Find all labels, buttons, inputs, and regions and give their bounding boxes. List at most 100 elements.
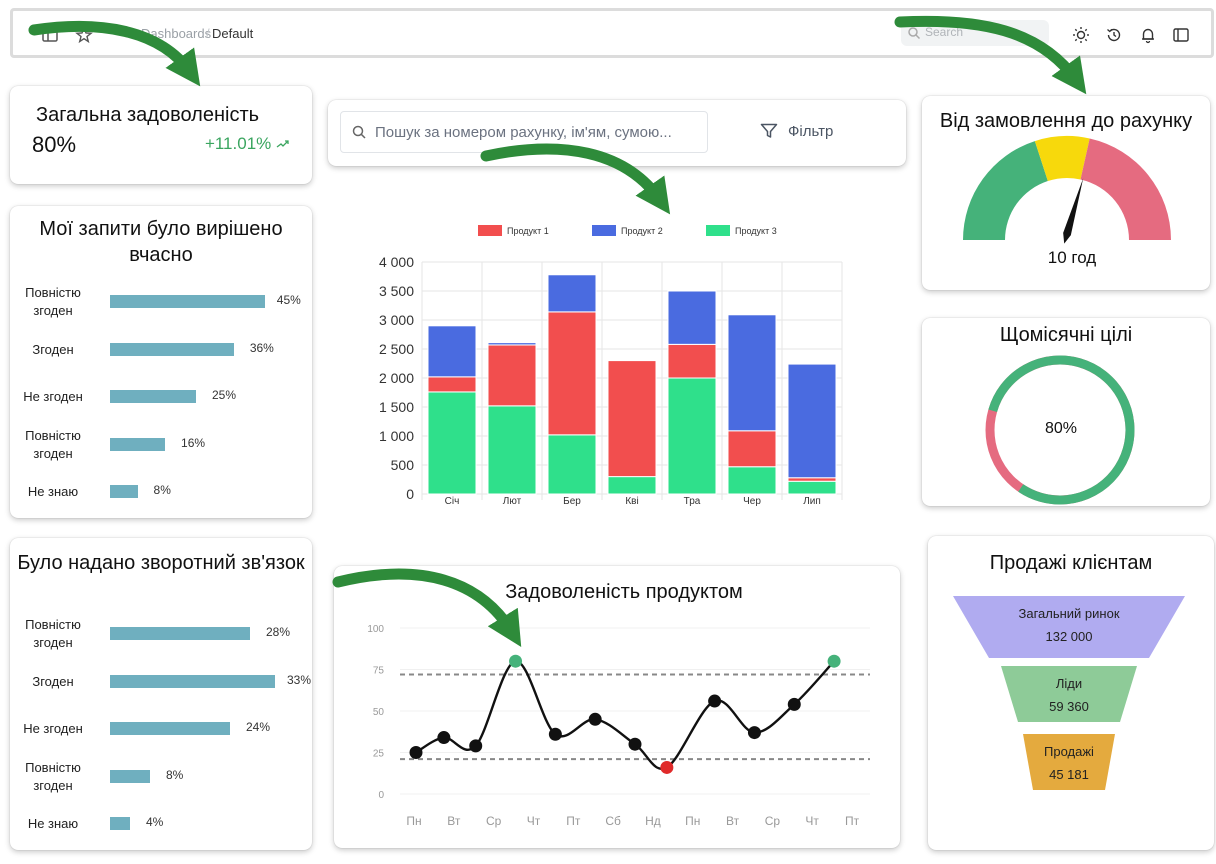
- donut-progress: [985, 355, 1135, 505]
- feedback-percent: 28%: [266, 625, 291, 639]
- feedback-label: Згоден: [32, 673, 74, 689]
- requests-percent: 45%: [276, 293, 301, 307]
- requests-bar: [110, 437, 166, 451]
- legend-label: Продукт 2: [621, 226, 663, 236]
- funnel-stage: [1001, 666, 1137, 722]
- data-point: [437, 731, 451, 745]
- bar-segment: [667, 377, 717, 495]
- bar-segment: [427, 391, 477, 495]
- x-tick-label: Чт: [527, 814, 541, 828]
- bar-segment: [667, 343, 717, 379]
- bar-segment: [727, 430, 777, 468]
- y-tick-label: 500: [391, 457, 415, 473]
- invoice-search-input[interactable]: Пошук за номером рахунку, ім'ям, сумою..…: [340, 111, 708, 153]
- y-tick-label: 100: [367, 624, 384, 635]
- data-point: [628, 737, 642, 751]
- x-tick-label: Чт: [805, 814, 819, 828]
- panel-toggle-icon[interactable]: [1172, 26, 1190, 44]
- bar-segment: [487, 344, 537, 407]
- requests-percent: 16%: [181, 435, 206, 450]
- requests-label: Згоден: [32, 341, 74, 357]
- bar-segment: [667, 290, 717, 345]
- gauge-needle: [1063, 178, 1084, 244]
- order-to-invoice-title: Від замовлення до рахунку: [939, 110, 1193, 132]
- feedback-bar: [110, 769, 150, 783]
- bar-segment: [727, 466, 777, 495]
- legend-swatch: [478, 225, 502, 236]
- y-tick-label: 0: [406, 486, 414, 502]
- legend-label: Продукт 1: [507, 226, 549, 236]
- feedback-percent: 8%: [166, 767, 184, 782]
- x-tick-label: Сб: [605, 814, 621, 828]
- data-point: [509, 654, 523, 668]
- filter-icon: [760, 123, 778, 138]
- order-to-invoice-gauge: [963, 136, 1171, 244]
- satisfaction-change-value: +11.01%: [204, 134, 272, 153]
- x-tick-label: Лют: [503, 496, 522, 507]
- invoice-search-card: Пошук за номером рахунку, ім'ям, сумою..…: [328, 100, 906, 166]
- breadcrumb-current[interactable]: Default: [212, 26, 254, 41]
- bar-segment: [547, 274, 597, 313]
- monthly-goals-title: Щомісячні цілі: [999, 324, 1133, 346]
- requests-label: Не згоден: [23, 389, 83, 404]
- customer-sales-title: Продажі клієнтам: [989, 552, 1153, 574]
- sun-icon[interactable]: [1072, 26, 1090, 44]
- customer-sales-funnel: Загальний ринок 132 000 Ліди 59 360 Продажі 4…: [953, 596, 1185, 790]
- data-point: [747, 726, 761, 740]
- funnel-stage-value: 132 000: [1046, 629, 1093, 644]
- product-satisfaction-card: Задоволеність продуктом 0 25 50 75 100 Пн Вт Ср…: [334, 566, 900, 848]
- x-tick-label: Ср: [486, 814, 502, 828]
- x-tick-label: Кві: [625, 496, 638, 507]
- legend-swatch: [706, 225, 730, 236]
- sidebar-toggle-icon[interactable]: [41, 26, 59, 44]
- requests-percent: 36%: [249, 340, 274, 355]
- bar-segment: [487, 405, 537, 495]
- monthly-goals-donut: [985, 355, 1135, 505]
- y-tick-label: 2 500: [379, 341, 414, 357]
- requests-label: Повністю згоден: [25, 285, 81, 318]
- breadcrumb-parent[interactable]: Dashboards: [141, 26, 212, 41]
- data-point: [469, 739, 483, 753]
- history-icon[interactable]: [1105, 26, 1123, 44]
- search-input[interactable]: Search: [901, 20, 1049, 46]
- feedback-percent: 24%: [246, 720, 271, 734]
- requests-row: Повністю згоден 45%: [10, 284, 310, 320]
- product-satisfaction-title: Задоволеність продуктом: [505, 581, 743, 603]
- y-tick-label: 25: [373, 749, 385, 760]
- feedback-provided-card: Було надано зворотний зв'язок Повністю з…: [10, 538, 312, 850]
- star-icon[interactable]: [75, 26, 93, 44]
- satisfaction-change: +11.01%: [205, 134, 290, 154]
- feedback-bar: [110, 817, 130, 830]
- requests-label: Повністю згоден: [25, 427, 81, 461]
- feedback-row: Повністю згоден 28%: [10, 616, 310, 652]
- requests-row: Не знаю 8%: [10, 474, 310, 510]
- customer-sales-card: Продажі клієнтам Загальний ринок 132 000 Л…: [928, 536, 1214, 850]
- feedback-title: Було надано зворотний зв'язок: [17, 552, 305, 574]
- requests-row: Не згоден 25%: [10, 379, 310, 415]
- y-tick-label: 2 000: [379, 370, 414, 386]
- x-tick-label: Тра: [684, 496, 701, 507]
- bell-icon[interactable]: [1139, 26, 1157, 44]
- data-point: [548, 727, 562, 741]
- data-point: [588, 712, 602, 726]
- feedback-bar: [110, 627, 250, 640]
- x-tick-label: Пн: [406, 814, 421, 828]
- requests-bar: [110, 485, 138, 498]
- data-point: [708, 694, 722, 708]
- search-icon: [352, 125, 366, 139]
- legend-label: Продукт 3: [735, 226, 777, 236]
- feedback-row: Згоден 33%: [10, 664, 311, 700]
- data-point: [660, 760, 674, 774]
- requests-resolved-card: Мої запити було вирішено вчасно Повністю…: [10, 206, 312, 518]
- bar-segment: [547, 434, 597, 495]
- bar-segment: [787, 477, 837, 482]
- x-tick-label: Нд: [645, 814, 661, 828]
- bar-segment: [427, 376, 477, 393]
- x-tick-label: Чер: [743, 496, 761, 507]
- funnel-stage-label: Загальний ринок: [1018, 606, 1119, 621]
- bar-segment: [727, 314, 777, 432]
- requests-label: Не знаю: [27, 484, 79, 499]
- product-sales-bar-chart: 0 500 1 000 1 500 2 000 2 500 3 000 3 500 4 000 С…: [379, 225, 843, 507]
- x-tick-label: Бер: [563, 496, 581, 507]
- y-tick-label: 75: [373, 666, 385, 677]
